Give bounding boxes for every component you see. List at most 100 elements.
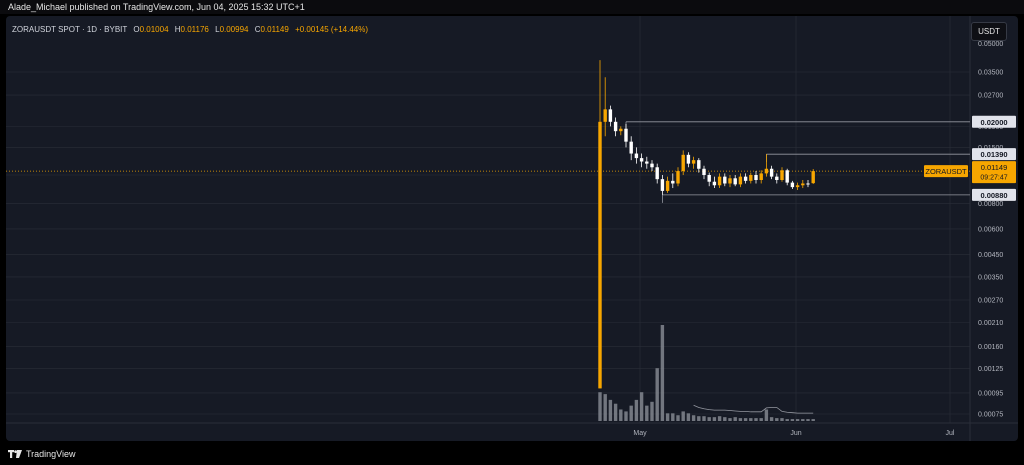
volume-bar [801, 419, 805, 421]
candle-body[interactable] [613, 121, 618, 132]
price-tick-label: 0.05000 [978, 41, 1003, 48]
candlestick-chart[interactable]: 0.035000.027000.019000.015000.011000.008… [6, 16, 1018, 441]
time-tick-label: Jul [946, 430, 955, 437]
candle-body[interactable] [671, 180, 675, 184]
candle-body[interactable] [764, 168, 769, 174]
volume-bar [811, 419, 815, 421]
candle-body[interactable] [795, 185, 800, 188]
volume-bar [681, 411, 685, 421]
resistance-line-high-label-bg [972, 115, 1016, 128]
low-label: L [215, 25, 220, 34]
candle-body[interactable] [811, 171, 815, 184]
candle-body[interactable] [634, 153, 639, 159]
volume-bar [733, 417, 737, 421]
candle-body[interactable] [665, 180, 670, 191]
candle-body[interactable] [728, 178, 732, 184]
tradingview-logo[interactable]: TradingView [8, 449, 76, 459]
volume-bar [629, 405, 633, 421]
candle-body[interactable] [624, 128, 628, 142]
volume-bar [697, 416, 701, 421]
volume-bar [613, 403, 618, 421]
volume-bar [723, 417, 727, 421]
price-tick-label: 0.00160 [978, 344, 1003, 351]
candle-body[interactable] [681, 154, 685, 172]
candle-body[interactable] [639, 158, 644, 162]
currency-button[interactable]: USDT [971, 22, 1007, 41]
low-value: 0.00994 [219, 25, 249, 34]
resistance-line-high-label: 0.02000 [980, 118, 1007, 127]
candle-body[interactable] [717, 176, 722, 186]
current-price-tag: 0.01149 [981, 163, 1008, 172]
candle-body[interactable] [806, 183, 810, 185]
candle-body[interactable] [686, 154, 691, 164]
candle-body[interactable] [738, 176, 743, 185]
symbol-legend: ZORAUSDT SPOT · 1D · BYBIT O0.01004 H0.0… [12, 25, 368, 34]
candle-body[interactable] [775, 176, 779, 180]
current-symbol-tag: ZORAUSDT [925, 167, 967, 176]
candle-body[interactable] [769, 168, 774, 177]
volume-bar [790, 419, 795, 421]
close-value: 0.01149 [260, 25, 289, 34]
volume-bar [619, 409, 623, 421]
volume-bar [671, 413, 675, 421]
price-tick-label: 0.00075 [978, 412, 1003, 419]
candle-body[interactable] [598, 121, 602, 389]
candle-body[interactable] [629, 141, 633, 154]
price-tick-label: 0.00270 [978, 298, 1003, 305]
candle-body[interactable] [759, 173, 763, 180]
volume-bar [624, 411, 628, 421]
candle-body[interactable] [702, 168, 706, 176]
open-value: 0.01004 [139, 25, 169, 34]
high-label: H [174, 25, 181, 34]
candle-body[interactable] [655, 167, 659, 180]
candle-body[interactable] [645, 161, 649, 164]
candle-body[interactable] [650, 163, 654, 168]
candle-body[interactable] [712, 181, 717, 186]
candle-body[interactable] [707, 175, 711, 182]
volume-bar [691, 415, 696, 421]
chart-panel[interactable]: 0.035000.027000.019000.015000.011000.008… [6, 16, 1018, 441]
volume-bar [780, 418, 784, 421]
volume-bar [660, 325, 665, 421]
candle-body[interactable] [785, 170, 789, 183]
candle-body[interactable] [743, 176, 748, 181]
candle-body[interactable] [619, 128, 623, 132]
candle-body[interactable] [754, 175, 758, 180]
volume-bar [738, 418, 743, 421]
volume-ma-line [693, 404, 814, 414]
price-tick-label: 0.00450 [978, 252, 1003, 259]
volume-bar [686, 413, 691, 421]
candle-body[interactable] [660, 179, 665, 191]
candle-body[interactable] [801, 183, 805, 186]
price-tick-label: 0.00800 [978, 201, 1003, 208]
support-line-label-bg [972, 188, 1016, 201]
price-tick-label: 0.00125 [978, 366, 1003, 373]
volume-bar [795, 419, 800, 421]
volume-bar [806, 419, 810, 421]
volume-bar [707, 417, 711, 421]
candle-body[interactable] [733, 178, 737, 185]
candle-body[interactable] [749, 175, 753, 181]
time-tick-label: May [633, 430, 647, 437]
candle-body[interactable] [691, 160, 696, 164]
candle-body[interactable] [676, 171, 680, 184]
volume-bar [728, 418, 732, 421]
tradingview-brand: TradingView [26, 449, 76, 459]
candle-body[interactable] [723, 176, 727, 184]
high-value: 0.01176 [180, 25, 209, 34]
resistance-line-mid-label-bg [972, 148, 1016, 161]
price-tick-label: 0.03500 [978, 70, 1003, 77]
candle-body[interactable] [608, 109, 613, 122]
volume-bar [650, 401, 654, 421]
publisher-bar: Alade_Michael published on TradingView.c… [0, 0, 1024, 14]
candle-body[interactable] [603, 109, 607, 122]
countdown-tag: 09:27:47 [980, 175, 1007, 182]
candle-body[interactable] [780, 170, 784, 180]
volume-bar [634, 399, 639, 421]
candle-body[interactable] [697, 160, 701, 169]
volume-bar [645, 405, 649, 421]
volume-bar [754, 418, 758, 421]
candle-body[interactable] [790, 182, 795, 188]
price-tick-label: 0.00210 [978, 320, 1003, 327]
price-tick-label: 0.00095 [978, 390, 1003, 397]
